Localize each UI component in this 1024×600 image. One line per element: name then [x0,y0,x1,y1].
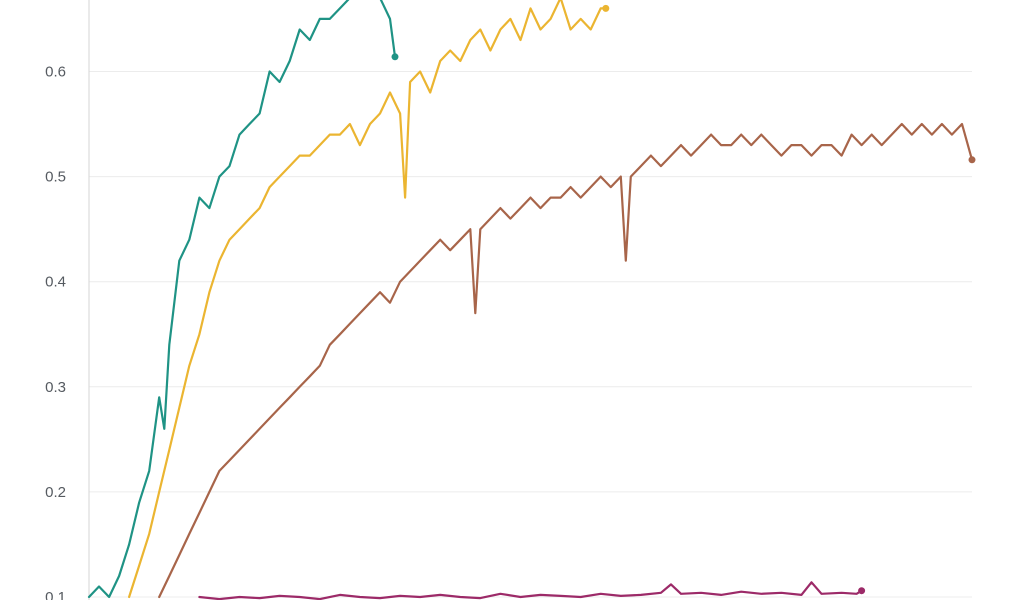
series-line-2 [128,0,607,599]
series-line-3 [158,122,974,599]
y-tick-label: 0.1 [45,589,66,600]
y-tick-label: 0.3 [45,379,66,396]
series-1-end-marker [391,53,399,61]
series-4-end-marker [858,587,866,595]
series-lines [87,0,976,600]
series-3-end-marker [968,156,976,164]
series-2-end-marker [602,4,610,12]
y-tick-label: 0.4 [45,274,66,291]
series-line-1 [87,0,397,599]
gridlines [89,71,972,598]
y-tick-labels: 0.1 0.2 0.3 0.4 0.5 0.6 [45,64,66,600]
y-tick-label: 0.5 [45,169,66,186]
y-tick-label: 0.2 [45,484,66,501]
y-tick-label: 0.6 [45,64,66,81]
